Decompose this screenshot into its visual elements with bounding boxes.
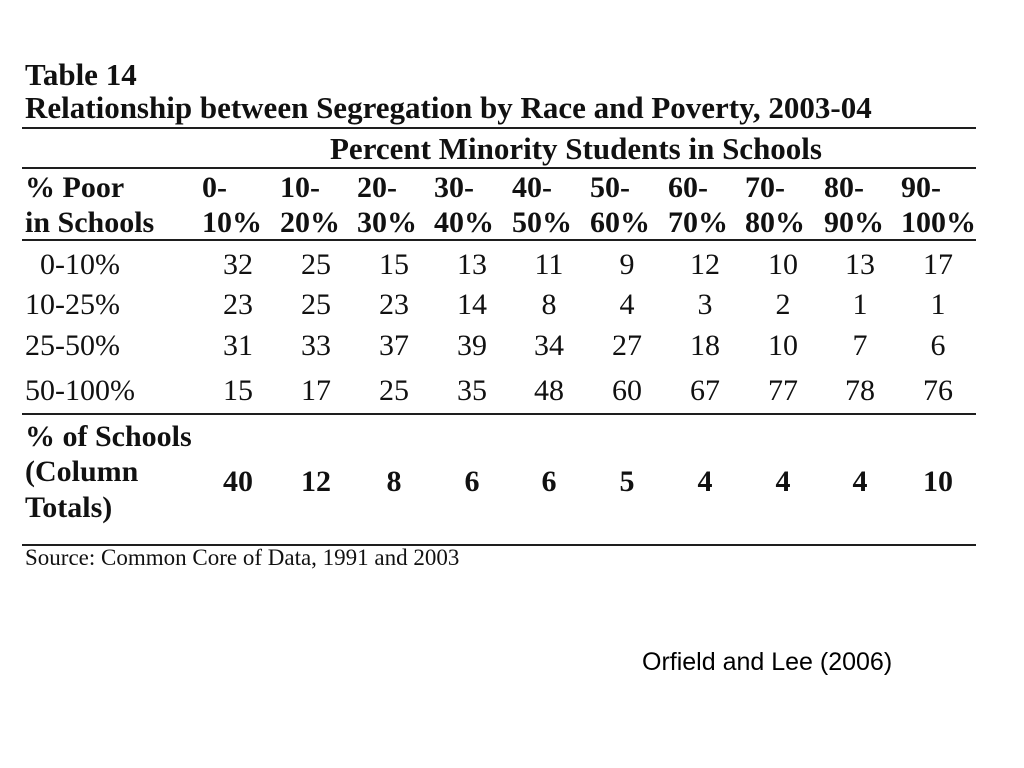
table-cell: 25 <box>301 288 331 321</box>
table-cell: 14 <box>457 288 487 321</box>
column-header-range-end: 10% <box>202 206 262 239</box>
column-header-range-start: 20- <box>357 171 397 204</box>
row-label: 10-25% <box>25 288 120 321</box>
row-header-line: % Poor <box>25 171 125 204</box>
total-cell: 5 <box>619 465 635 498</box>
table-cell: 13 <box>457 248 487 281</box>
column-header-range-end: 70% <box>668 206 728 239</box>
totals-rule <box>22 413 976 415</box>
header-rule <box>22 239 976 241</box>
table-cell: 13 <box>845 248 875 281</box>
group-header-rule <box>22 167 976 169</box>
column-header-range-start: 40- <box>512 171 552 204</box>
table-cell: 67 <box>690 374 720 407</box>
table-cell: 23 <box>223 288 253 321</box>
table-cell: 8 <box>541 288 557 321</box>
table-row: 10-25% 23 25 23 14 8 4 3 2 1 1 <box>0 290 1024 320</box>
column-header-range-end: 50% <box>512 206 572 239</box>
table-cell: 2 <box>775 288 791 321</box>
table-cell: 1 <box>852 288 868 321</box>
table-cell: 1 <box>930 288 946 321</box>
totals-label-line: Totals) <box>25 491 113 524</box>
column-header-range-start: 30- <box>434 171 474 204</box>
column-header-range-start: 60- <box>668 171 708 204</box>
column-header-range-end: 80% <box>745 206 805 239</box>
row-label: 50-100% <box>25 374 135 407</box>
total-cell: 8 <box>386 465 402 498</box>
table-title: Relationship between Segregation by Race… <box>25 90 872 125</box>
column-header-range-end: 100% <box>901 206 976 239</box>
total-cell: 4 <box>697 465 713 498</box>
table-cell: 39 <box>457 329 487 362</box>
table-top-rule <box>22 127 976 129</box>
column-header-range-start: 80- <box>824 171 864 204</box>
row-header-line: in Schools <box>25 206 155 239</box>
table-cell: 18 <box>690 329 720 362</box>
total-cell: 40 <box>223 465 253 498</box>
table-cell: 37 <box>379 329 409 362</box>
totals-label-line: % of Schools <box>25 420 192 453</box>
table-cell: 11 <box>534 248 564 281</box>
slide-citation: Orfield and Lee (2006) <box>642 648 893 676</box>
totals-label-line: (Column <box>25 455 139 488</box>
table-cell: 7 <box>852 329 868 362</box>
table-cell: 78 <box>845 374 875 407</box>
table-source-note: Source: Common Core of Data, 1991 and 20… <box>25 545 460 570</box>
total-cell: 10 <box>923 465 953 498</box>
table-caption: Table 14 <box>25 57 137 92</box>
table-row: 50-100% 15 17 25 35 48 60 67 77 78 76 <box>0 376 1024 406</box>
table-cell: 9 <box>619 248 635 281</box>
table-cell: 4 <box>619 288 635 321</box>
row-label: 25-50% <box>25 329 120 362</box>
table-cell: 33 <box>301 329 331 362</box>
column-header-range-start: 0- <box>202 171 227 204</box>
column-header-range-end: 40% <box>434 206 494 239</box>
total-cell: 6 <box>541 465 557 498</box>
table-cell: 15 <box>223 374 253 407</box>
total-cell: 12 <box>301 465 331 498</box>
table-cell: 27 <box>612 329 642 362</box>
table-cell: 25 <box>301 248 331 281</box>
table-cell: 12 <box>690 248 720 281</box>
column-header-range-start: 50- <box>590 171 630 204</box>
table-bottom-rule <box>22 544 976 546</box>
column-group-header: Percent Minority Students in Schools <box>330 131 822 166</box>
table-cell: 10 <box>768 329 798 362</box>
table-cell: 17 <box>301 374 331 407</box>
table-cell: 32 <box>223 248 253 281</box>
table-cell: 77 <box>768 374 798 407</box>
table-cell: 23 <box>379 288 409 321</box>
table-cell: 34 <box>534 329 564 362</box>
total-cell: 4 <box>852 465 868 498</box>
row-label: 0-10% <box>40 248 120 281</box>
table-cell: 48 <box>534 374 564 407</box>
column-header-range-end: 90% <box>824 206 884 239</box>
table-cell: 35 <box>457 374 487 407</box>
table-cell: 3 <box>697 288 713 321</box>
table-cell: 25 <box>379 374 409 407</box>
table-cell: 6 <box>930 329 946 362</box>
table-row: 0-10% 32 25 15 13 11 9 12 10 13 17 <box>0 250 1024 280</box>
table-cell: 76 <box>923 374 953 407</box>
column-header-range-start: 10- <box>280 171 320 204</box>
table-header: % Poor in Schools 0- 10% 10- 20% 20- 30%… <box>0 167 1024 239</box>
table-cell: 60 <box>612 374 642 407</box>
table-cell: 10 <box>768 248 798 281</box>
table-row: 25-50% 31 33 37 39 34 27 18 10 7 6 <box>0 331 1024 361</box>
column-header-range-start: 90- <box>901 171 941 204</box>
total-cell: 4 <box>775 465 791 498</box>
total-cell: 6 <box>464 465 480 498</box>
table-cell: 17 <box>923 248 953 281</box>
column-header-range-end: 20% <box>280 206 340 239</box>
column-header-range-start: 70- <box>745 171 785 204</box>
table-cell: 15 <box>379 248 409 281</box>
column-header-range-end: 30% <box>357 206 417 239</box>
table-cell: 31 <box>223 329 253 362</box>
column-header-range-end: 60% <box>590 206 650 239</box>
totals-row: % of Schools (Column Totals) 40 12 8 6 6… <box>0 413 1024 544</box>
